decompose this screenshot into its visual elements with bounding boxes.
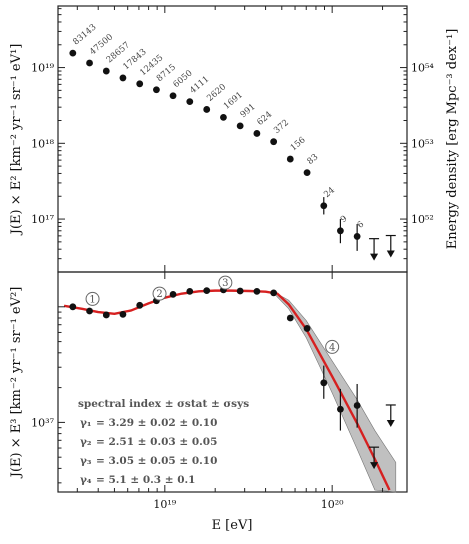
lower-data-point	[253, 287, 261, 295]
upper-right-tick-label: 10⁵²	[411, 213, 434, 226]
upper-data-point	[337, 227, 344, 235]
upper-data-point	[286, 155, 294, 163]
event-count-label: 991	[239, 102, 258, 120]
region-marker-label: 2	[156, 289, 162, 300]
region-marker-circle	[85, 291, 100, 306]
lower-data-point	[102, 311, 110, 319]
upper-data-point	[320, 202, 328, 210]
lower-data-point	[236, 287, 244, 295]
region-marker-label: 4	[329, 342, 335, 353]
upper-data-point	[119, 74, 127, 82]
event-count-label: 624	[255, 110, 274, 128]
event-count-label: 1691	[222, 90, 245, 112]
event-count-label: 83	[306, 152, 321, 167]
upper-limit-arrow	[370, 253, 379, 261]
event-count-label: 9	[339, 214, 350, 225]
upper-y-axis-label: J(E) × E² [km⁻² yr⁻¹ sr⁻¹ eV¹]	[9, 44, 24, 237]
lower-data-point	[320, 379, 328, 387]
event-count-label: 156	[289, 135, 308, 153]
event-count-label: 372	[272, 118, 291, 136]
upper-data-point	[220, 113, 227, 121]
lower-limit-arrow	[386, 419, 395, 427]
upper-data-point	[186, 98, 194, 106]
legend-entry-symbol: γ₁	[80, 417, 92, 429]
lower-data-point	[169, 291, 177, 298]
upper-plot-frame	[57, 5, 408, 273]
x-tick-label: 10¹⁹	[153, 498, 176, 511]
lower-data-point	[270, 289, 278, 297]
upper-data-point	[153, 86, 160, 94]
upper-right-tick-label: 10⁵³	[411, 137, 434, 150]
upper-limit-arrow	[386, 250, 395, 258]
upper-data-point	[270, 138, 278, 146]
upper-data-point	[203, 106, 211, 113]
lower-data-point	[86, 307, 93, 315]
upper-data-point	[136, 80, 144, 88]
upper-right-axis-label: Energy density [erg Mpc⁻³ dex⁻¹]	[445, 29, 460, 250]
region-marker-circle	[218, 275, 233, 290]
lower-data-point	[136, 301, 144, 309]
lower-data-point	[353, 402, 361, 409]
upper-data-point	[86, 59, 93, 67]
x-axis-label: E [eV]	[212, 518, 253, 533]
upper-y-tick-label: 10¹⁸	[31, 137, 54, 150]
upper-data-point	[236, 122, 244, 130]
region-marker-circle	[152, 286, 167, 301]
lower-limit-arrow	[370, 462, 379, 470]
lower-data-point	[119, 310, 127, 318]
upper-data-point	[102, 67, 110, 75]
legend-entry-value: = 2.51 ± 0.03 ± 0.05	[96, 436, 217, 448]
legend-title: spectral index ± σstat ± σsys	[78, 398, 249, 410]
lower-data-point	[186, 287, 194, 295]
region-marker-circle	[325, 339, 340, 354]
event-count-label: 6	[356, 220, 367, 231]
upper-y-tick-label: 10¹⁷	[31, 213, 54, 226]
legend-entry-value: = 3.05 ± 0.05 ± 0.10	[96, 455, 217, 467]
legend-entry-symbol: γ₃	[80, 455, 92, 467]
spectral-index-legend: spectral index ± σstat ± σsys γ₁ = 3.29 ±…	[78, 398, 249, 486]
legend-entry-value: = 5.1 ± 0.3 ± 0.1	[96, 474, 195, 486]
legend-entry-value: = 3.29 ± 0.02 ± 0.10	[96, 417, 217, 429]
upper-data-point	[69, 49, 77, 57]
region-marker-label: 1	[89, 295, 95, 306]
lower-data-point	[286, 314, 294, 322]
region-marker-label: 3	[222, 278, 228, 289]
legend-entry-symbol: γ₂	[80, 436, 92, 448]
fit-uncertainty-band	[273, 291, 397, 493]
lower-data-point	[203, 287, 211, 295]
upper-data-point	[169, 92, 177, 100]
upper-data-point	[353, 233, 361, 240]
lower-data-point	[69, 303, 77, 311]
event-count-label: 24	[322, 185, 337, 200]
lower-data-point	[337, 405, 344, 413]
x-tick-label: 10²⁰	[321, 498, 344, 511]
lower-plot-frame	[57, 271, 408, 493]
lower-data-point	[303, 325, 311, 332]
upper-y-tick-label: 10¹⁹	[31, 62, 54, 75]
legend-entry-symbol: γ₄	[80, 474, 92, 486]
upper-data-point	[303, 169, 311, 177]
upper-data-point	[253, 130, 261, 137]
upper-right-tick-label: 10⁵⁴	[411, 62, 434, 75]
lower-y-tick-label: 10³⁷	[31, 416, 54, 429]
lower-panel: 10³⁷ 10¹⁹ 10²⁰ 1 2 3 4 spectral index ± σstat…	[9, 271, 408, 533]
lower-y-axis-label: J(E) × E³ [km⁻² yr⁻¹ sr⁻¹ eV²]	[9, 287, 24, 480]
